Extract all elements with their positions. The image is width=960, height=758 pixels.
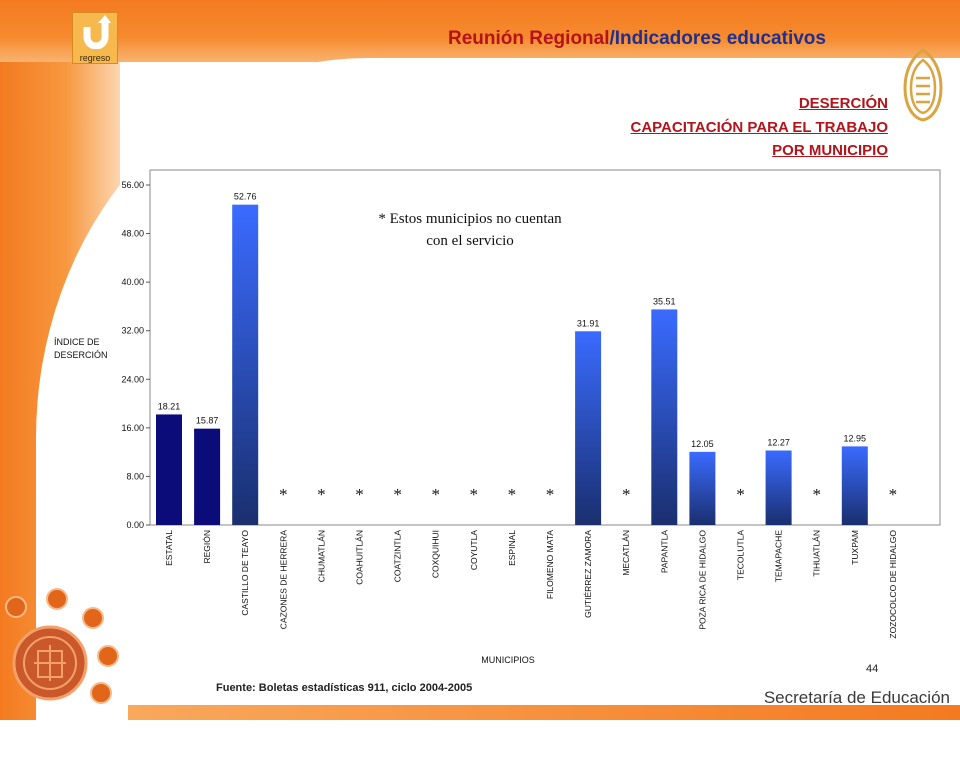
back-button-label: regreso bbox=[79, 53, 111, 63]
no-service-note: * Estos municipios no cuentan con el ser… bbox=[340, 208, 600, 252]
page-number: 44 bbox=[866, 663, 879, 675]
x-tick-label: COATZINTLA bbox=[393, 530, 403, 583]
bars: 18.21 15.87 52.76 * * * * * * * * 31.91 * 35.51 12.05 *… bbox=[156, 192, 897, 525]
no-service-marker: * bbox=[622, 485, 631, 504]
back-arrow-icon bbox=[83, 15, 111, 49]
x-tick-label: COXQUIHUI bbox=[431, 530, 441, 578]
y-tick-label: 40.00 bbox=[121, 277, 144, 287]
page-title: Reunión Regional/Indicadores educativos bbox=[448, 28, 826, 50]
bar-value-label: 18.21 bbox=[158, 401, 181, 411]
bar-18 bbox=[841, 446, 868, 525]
section-title-line1: DESERCIÓN bbox=[798, 95, 888, 112]
bar-2 bbox=[232, 204, 259, 525]
x-axis-label: MUNICIPIOS bbox=[481, 655, 535, 665]
state-emblem-icon bbox=[903, 48, 943, 122]
x-tick-label: COAHUITLÁN bbox=[355, 530, 365, 585]
x-tick-label: TUXPAM bbox=[850, 530, 860, 565]
x-tick-label: COYUTLA bbox=[469, 530, 479, 570]
no-service-marker: * bbox=[812, 485, 821, 504]
x-tick-label: CASTILLO DE TEAYO bbox=[240, 530, 250, 616]
x-tick-label: TIHUATLÁN bbox=[812, 530, 822, 577]
no-service-marker: * bbox=[355, 485, 364, 504]
no-service-marker: * bbox=[470, 485, 479, 504]
x-tick-label: MECATLÁN bbox=[621, 530, 631, 576]
bar-13 bbox=[651, 309, 678, 525]
no-service-note-line1: * Estos municipios no cuentan bbox=[378, 211, 562, 227]
y-tick-label: 48.00 bbox=[121, 229, 144, 239]
x-tick-label: TEMAPACHE bbox=[774, 530, 784, 583]
y-tick-label: 16.00 bbox=[121, 423, 144, 433]
y-tick-label: 0.00 bbox=[126, 520, 144, 530]
source-footnote: Fuente: Boletas estadísticas 911, ciclo … bbox=[216, 682, 473, 694]
x-tick-label: REGIÓN bbox=[202, 530, 212, 564]
y-axis: 0.00 8.00 16.00 24.00 32.00 40.00 48.00 56.00 bbox=[121, 180, 150, 530]
y-axis-label-line1: ÍNDICE DE bbox=[54, 337, 100, 347]
no-service-marker: * bbox=[508, 485, 517, 504]
y-axis-label-line2: DESERCIÓN bbox=[54, 350, 108, 360]
x-tick-label: POZA RICA DE HIDALGO bbox=[697, 530, 707, 630]
x-tick-label: ESPINAL bbox=[507, 530, 517, 566]
bar-value-label: 15.87 bbox=[196, 416, 219, 426]
bar-value-label: 31.91 bbox=[577, 318, 600, 328]
top-orange-band bbox=[0, 0, 960, 62]
y-tick-label: 56.00 bbox=[121, 180, 144, 190]
plot-area bbox=[149, 169, 941, 526]
no-service-marker: * bbox=[279, 485, 288, 504]
no-service-marker: * bbox=[889, 485, 898, 504]
bar-value-label: 12.27 bbox=[767, 438, 790, 448]
y-tick-label: 32.00 bbox=[121, 326, 144, 336]
bar-11 bbox=[575, 331, 602, 525]
no-service-note-line2: con el servicio bbox=[426, 233, 514, 249]
bar-14 bbox=[689, 451, 716, 525]
no-service-marker: * bbox=[317, 485, 326, 504]
decorative-seal-with-dots-icon bbox=[5, 588, 119, 704]
footer-brand-text: Secretaría de Educación bbox=[763, 688, 950, 707]
section-title-line2: CAPACITACIÓN PARA EL TRABAJO bbox=[630, 119, 888, 136]
bar-value-label: 12.95 bbox=[844, 433, 867, 443]
y-tick-label: 8.00 bbox=[126, 471, 144, 481]
bottom-orange-bar bbox=[128, 705, 960, 720]
x-tick-label: FILOMENO MATA bbox=[545, 530, 555, 599]
y-tick-label: 24.00 bbox=[121, 374, 144, 384]
page-title-part2: /Indicadores educativos bbox=[609, 28, 826, 49]
section-title-line3: POR MUNICIPIO bbox=[772, 142, 888, 159]
bar-value-label: 35.51 bbox=[653, 296, 676, 306]
bar-0 bbox=[156, 414, 182, 525]
x-tick-label: GUTIÉRREZ ZAMORA bbox=[583, 530, 593, 618]
x-tick-label: CAZONES DE HERRERA bbox=[278, 530, 288, 630]
x-tick-label: TECOLUTLA bbox=[736, 530, 746, 580]
x-axis-labels: ESTATAL REGIÓN CASTILLO DE TEAYO CAZONES DE… bbox=[164, 530, 898, 639]
bar-16 bbox=[765, 450, 792, 525]
x-tick-label: PAPANTLA bbox=[659, 530, 669, 573]
x-tick-label: CHUMATLÁN bbox=[316, 530, 326, 582]
no-service-marker: * bbox=[393, 485, 402, 504]
back-button[interactable]: regreso bbox=[72, 12, 118, 64]
bar-value-label: 52.76 bbox=[234, 192, 257, 202]
x-tick-label: ESTATAL bbox=[164, 530, 174, 566]
bar-value-label: 12.05 bbox=[691, 439, 714, 449]
x-tick-label: ZOZOCOLCO DE HIDALGO bbox=[888, 530, 898, 639]
dropout-bar-chart: 0.00 8.00 16.00 24.00 32.00 40.00 48.00 56.00 1… bbox=[54, 169, 941, 665]
no-service-marker: * bbox=[431, 485, 440, 504]
no-service-marker: * bbox=[736, 485, 745, 504]
no-service-marker: * bbox=[546, 485, 555, 504]
page-title-part1: Reunión Regional bbox=[448, 28, 610, 49]
bar-1 bbox=[194, 428, 221, 525]
